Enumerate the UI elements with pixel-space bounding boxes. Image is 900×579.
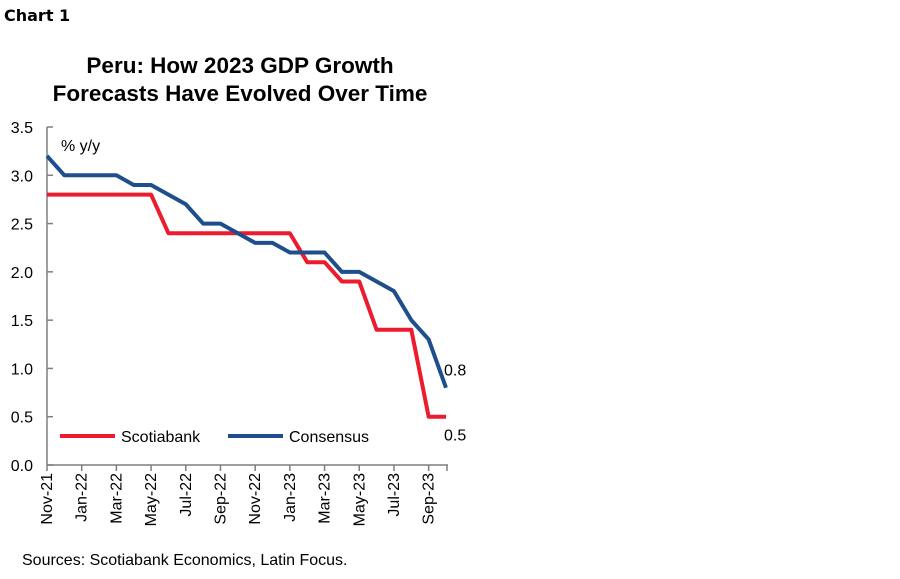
series-line-consensus bbox=[45, 154, 448, 389]
x-tick-label: Jul-23 bbox=[386, 473, 403, 517]
y-tick-label: 2.5 bbox=[11, 217, 33, 234]
chart-number-label: Chart 1 bbox=[4, 6, 71, 25]
y-axis-unit-label: % y/y bbox=[61, 138, 100, 155]
y-tick-label: 3.5 bbox=[11, 120, 33, 137]
legend-label-scotiabank: Scotiabank bbox=[121, 429, 201, 446]
x-tick-label: Sep-23 bbox=[421, 473, 438, 525]
y-tick-label: 1.0 bbox=[11, 361, 33, 378]
chart-title-line-1: Peru: How 2023 GDP Growth bbox=[86, 53, 394, 78]
y-tick-label: 3.0 bbox=[11, 168, 33, 185]
chart-title-line-2: Forecasts Have Evolved Over Time bbox=[52, 81, 428, 106]
x-tick-label: May-23 bbox=[351, 473, 368, 526]
x-tick-label: Jul-22 bbox=[178, 473, 195, 517]
x-tick-label: Mar-22 bbox=[108, 473, 125, 524]
y-tick-label: 1.5 bbox=[11, 313, 33, 330]
x-tick-label: Nov-21 bbox=[39, 473, 56, 525]
x-tick-label: May-22 bbox=[143, 473, 160, 526]
x-tick-label: Jan-22 bbox=[74, 473, 91, 522]
y-tick-label: 0.0 bbox=[11, 458, 33, 475]
legend-label-consensus: Consensus bbox=[289, 429, 369, 446]
x-tick-label: Mar-23 bbox=[317, 473, 334, 524]
y-tick-label: 0.5 bbox=[11, 410, 33, 427]
end-label-consensus: 0.8 bbox=[444, 363, 466, 380]
x-tick-label: Nov-22 bbox=[247, 473, 264, 525]
y-tick-label: 2.0 bbox=[11, 265, 33, 282]
source-note: Sources: Scotiabank Economics, Latin Foc… bbox=[22, 552, 348, 569]
chart-title: Peru: How 2023 GDP Growth Forecasts Have… bbox=[20, 52, 460, 108]
x-tick-label: Jan-23 bbox=[282, 473, 299, 522]
x-tick-label: Sep-22 bbox=[212, 473, 229, 525]
end-label-scotiabank: 0.5 bbox=[444, 428, 466, 445]
series-line-scotiabank bbox=[47, 192, 446, 419]
